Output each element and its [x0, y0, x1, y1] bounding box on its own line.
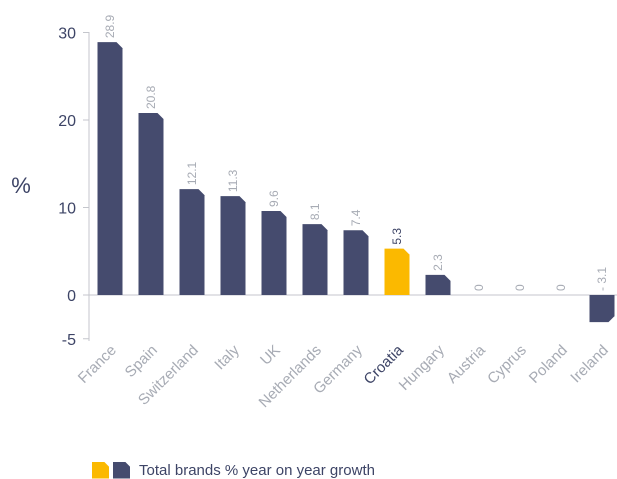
data-label-germany: 7.4 [349, 209, 363, 226]
y-tick-label-0: 0 [67, 288, 76, 305]
category-label-cyprus: Cyprus [484, 342, 530, 388]
data-label-ireland: - 3.1 [595, 267, 609, 291]
bar-netherlands [302, 224, 328, 295]
data-label-spain: 20.8 [144, 85, 158, 109]
category-label-ireland: Ireland [567, 342, 611, 386]
y-ticks: 30 20 10 0 -5 [58, 26, 89, 349]
data-labels: 28.9 20.8 12.1 11.3 9.6 8.1 7.4 5.3 2.3 0 0 0 - 3.1 [103, 14, 609, 291]
bar-croatia [384, 248, 410, 295]
category-label-poland: Poland [526, 342, 571, 387]
category-label-austria: Austria [444, 341, 489, 386]
bar-hungary [425, 274, 451, 295]
legend-label: Total brands % year on year growth [139, 461, 375, 479]
data-label-italy: 11.3 [226, 169, 240, 192]
data-label-france: 28.9 [103, 14, 117, 38]
y-tick-label-20: 20 [58, 113, 76, 130]
legend: Total brands % year on year growth [92, 461, 375, 479]
data-label-cyprus: 0 [513, 284, 527, 291]
bar-switzerland [179, 189, 205, 295]
category-label-uk: UK [257, 342, 284, 369]
y-axis-unit: % [11, 173, 31, 198]
legend-swatch-croatia [92, 461, 109, 479]
category-label-italy: Italy [211, 341, 243, 373]
data-label-netherlands: 8.1 [308, 203, 322, 220]
legend-swatch-brands [113, 461, 130, 479]
y-tick-label-30: 30 [58, 26, 76, 43]
category-label-france: France [75, 342, 120, 387]
bar-uk [261, 211, 287, 295]
bar-italy [220, 196, 246, 295]
data-label-poland: 0 [554, 284, 568, 291]
bar-ireland [589, 295, 615, 323]
y-tick-label--5: -5 [62, 332, 76, 349]
data-label-switzerland: 12.1 [185, 161, 199, 185]
bar-france [97, 42, 123, 295]
category-label-spain: Spain [122, 342, 161, 381]
data-label-uk: 9.6 [267, 190, 281, 207]
bars [97, 42, 615, 323]
y-tick-label-10: 10 [58, 201, 76, 218]
bar-spain [138, 113, 164, 295]
data-label-austria: 0 [472, 284, 486, 291]
data-label-croatia: 5.3 [390, 228, 404, 245]
category-label-hungary: Hungary [396, 341, 448, 393]
bar-germany [343, 230, 369, 295]
data-label-hungary: 2.3 [431, 254, 445, 271]
